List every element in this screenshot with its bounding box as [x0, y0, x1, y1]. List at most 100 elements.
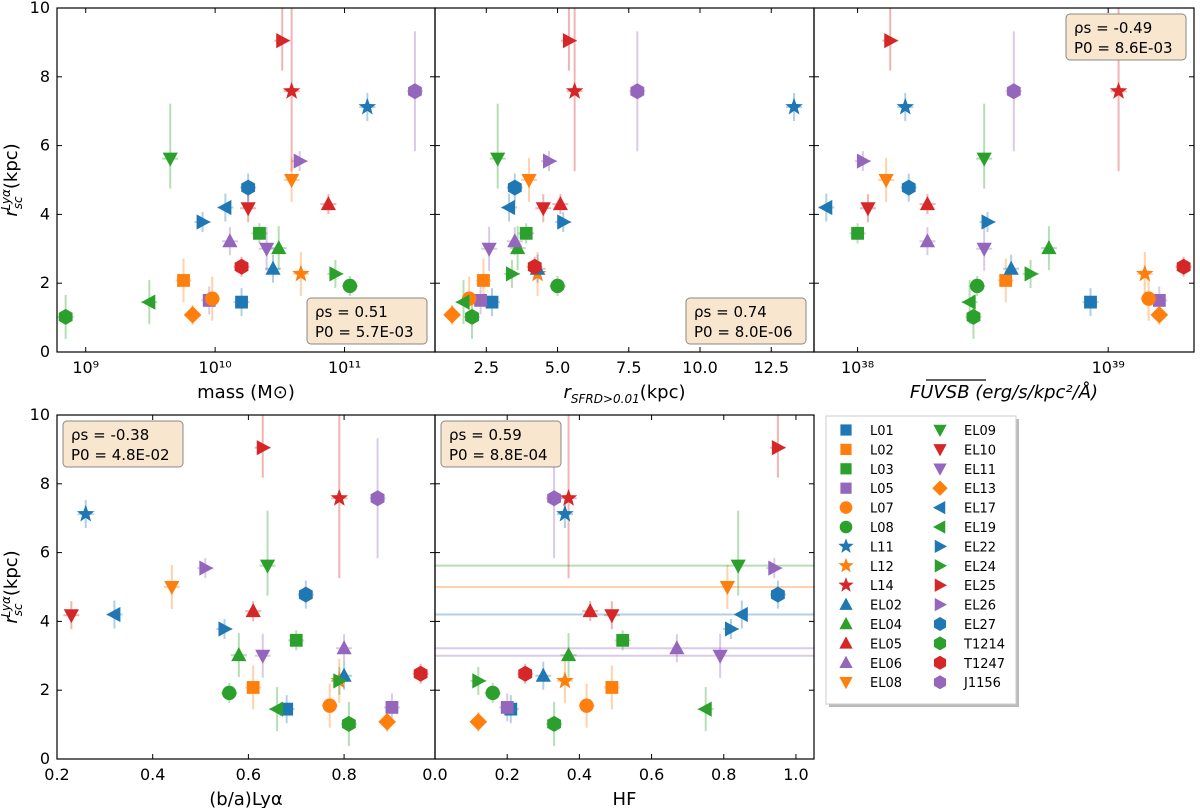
point-EL13	[443, 306, 461, 324]
point-L05	[385, 701, 399, 714]
markers	[469, 440, 786, 732]
point-L03	[519, 226, 533, 240]
point-J1156	[630, 83, 645, 100]
point-EL17	[106, 606, 121, 623]
error-bars	[57, 8, 423, 339]
legend-marker-L08	[839, 520, 853, 534]
y-tick-label: 0	[40, 749, 50, 768]
legend-label: T1247	[963, 657, 1005, 672]
x-tick-label: 0.2	[44, 765, 69, 784]
stats-p0: P0 = 4.8E-02	[71, 446, 170, 464]
y-tick-label: 2	[40, 680, 50, 699]
legend-marker-EL19	[933, 520, 946, 534]
point-EL25	[771, 440, 786, 456]
legend-marker-L14	[838, 577, 854, 592]
point-L07	[579, 698, 594, 713]
point-EL25	[884, 33, 899, 49]
point-L11	[896, 97, 915, 115]
point-EL05	[919, 196, 936, 211]
legend-label: L01	[870, 424, 894, 439]
panel-p4: 0 2 4 6 8 10 0.2 0.4 0.6 0.8 (b/a)Lyα rscLyα(kpc) ρs…	[0, 405, 436, 808]
legend-marker-L05	[840, 482, 852, 494]
panel-p1: 0 2 4 6 8 10 10⁹ 10¹⁰ 10¹¹ mass (M⊙) rscLyα(kpc) ρs…	[0, 0, 436, 403]
legend-label: EL04	[870, 618, 902, 633]
point-EL10	[860, 202, 876, 217]
legend-label: EL19	[964, 521, 996, 536]
legend-label: EL06	[870, 657, 902, 672]
legend-label: EL08	[870, 676, 902, 691]
legend-label: EL13	[964, 482, 996, 497]
point-L03	[851, 226, 864, 240]
stats-box	[306, 297, 428, 345]
point-L05	[500, 701, 514, 714]
point-EL26	[768, 560, 783, 576]
point-EL11	[481, 242, 497, 257]
legend-marker-EL26	[934, 597, 947, 612]
point-EL27	[298, 586, 313, 603]
point-EL24	[1024, 266, 1039, 282]
x-tick-label: 0.8	[331, 765, 356, 784]
point-L01	[280, 702, 294, 716]
point-L05	[1152, 294, 1166, 307]
point-EL04	[560, 647, 577, 662]
point-L12	[292, 264, 310, 282]
point-L14	[282, 82, 301, 99]
legend-marker-EL13	[932, 480, 948, 496]
point-EL19	[141, 294, 156, 310]
legend-marker-EL02	[839, 597, 853, 610]
legend-label: J1156	[963, 676, 1001, 691]
legend-marker-EL10	[933, 444, 947, 457]
point-EL17	[217, 199, 232, 216]
legend-label: EL22	[964, 540, 996, 555]
y-axis-label: rscLyα(kpc)	[0, 550, 25, 623]
y-tick-label: 10	[30, 405, 50, 424]
point-L08	[222, 685, 237, 701]
point-EL06	[669, 640, 685, 655]
point-EL05	[320, 196, 336, 211]
point-L08	[342, 278, 358, 294]
point-L02	[177, 274, 190, 287]
point-L11	[785, 97, 803, 115]
stats-p0: P0 = 8.0E-06	[694, 323, 793, 341]
point-EL10	[63, 609, 79, 624]
point-L05	[474, 294, 487, 307]
point-EL17	[733, 606, 748, 623]
x-axis-label: HF	[613, 789, 637, 808]
point-L02	[477, 274, 490, 287]
legend-label: EL27	[964, 618, 996, 633]
point-EL05	[245, 603, 261, 618]
point-EL06	[919, 233, 936, 248]
point-J1156	[408, 83, 422, 100]
point-EL24	[472, 673, 487, 689]
point-T1214	[547, 715, 562, 732]
x-tick-label: 0.6	[639, 765, 664, 784]
plot-frame	[434, 414, 815, 760]
y-tick-label: 4	[40, 204, 50, 223]
legend-label: L12	[870, 560, 894, 575]
stats-box	[685, 297, 807, 345]
point-L11	[76, 504, 95, 522]
point-L11	[358, 97, 377, 115]
stats-box	[440, 420, 562, 468]
point-EL17	[818, 199, 833, 216]
point-L14	[565, 82, 584, 99]
point-EL05	[552, 196, 568, 211]
legend-marker-L07	[839, 501, 853, 514]
point-J1156	[547, 490, 562, 507]
point-EL02	[1003, 260, 1019, 275]
legend-marker-J1156	[933, 675, 947, 690]
legend-label: EL09	[964, 424, 996, 439]
legend-marker-L03	[840, 463, 852, 475]
point-EL13	[378, 713, 396, 731]
point-EL24	[505, 266, 520, 282]
point-EL10	[535, 202, 551, 217]
stats-box	[1065, 13, 1187, 61]
point-L08	[969, 278, 985, 294]
legend-label: T1214	[963, 637, 1005, 652]
point-EL09	[490, 152, 506, 167]
legend-label: EL17	[964, 502, 996, 517]
legend-label: L14	[870, 579, 894, 594]
point-EL26	[199, 560, 214, 576]
legend-marker-T1214	[933, 636, 947, 651]
markers	[58, 33, 422, 325]
